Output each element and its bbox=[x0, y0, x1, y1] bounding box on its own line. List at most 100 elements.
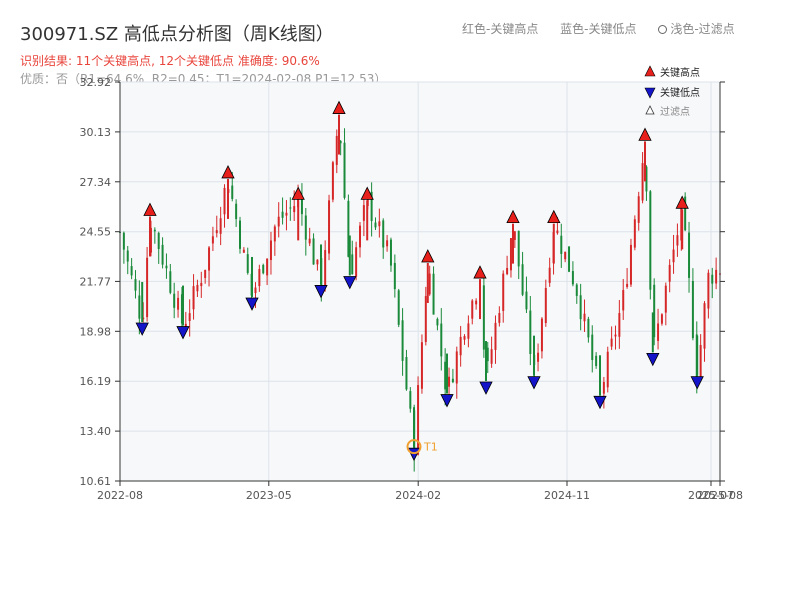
candle-body bbox=[262, 264, 265, 274]
candle-body bbox=[122, 232, 125, 250]
candle-body bbox=[351, 254, 354, 275]
candle-body bbox=[664, 285, 667, 313]
candle-body bbox=[200, 282, 203, 287]
candle-body bbox=[157, 232, 160, 249]
key-low-marker bbox=[527, 376, 541, 390]
candle-body bbox=[448, 376, 451, 387]
legend-high-icon bbox=[644, 65, 656, 77]
key-high-marker bbox=[506, 209, 520, 224]
candle-body bbox=[645, 166, 648, 192]
candle-body bbox=[506, 267, 509, 275]
key-low-marker bbox=[343, 276, 357, 290]
candle-body bbox=[436, 318, 439, 326]
candle-body bbox=[502, 273, 505, 311]
candle-body bbox=[428, 273, 431, 295]
candle-body bbox=[486, 347, 489, 362]
candle-body bbox=[389, 239, 392, 266]
candle-body bbox=[595, 355, 598, 367]
legend-filtered-group: 浅色-过滤点 bbox=[658, 22, 752, 36]
candle-body bbox=[513, 231, 516, 240]
candle-body bbox=[281, 211, 284, 218]
y-tick-label: 13.40 bbox=[80, 425, 112, 438]
candle-body bbox=[579, 295, 582, 320]
candle-body bbox=[633, 219, 636, 248]
candle-body bbox=[180, 294, 183, 324]
y-tick-label: 24.55 bbox=[80, 226, 112, 239]
candle-body bbox=[138, 295, 141, 319]
candle-body bbox=[231, 185, 234, 199]
candle-body bbox=[386, 240, 389, 247]
candle-body bbox=[339, 141, 342, 144]
candle-body bbox=[277, 216, 280, 227]
candle-body bbox=[653, 284, 656, 338]
axes: 10.61 13.40 16.19 18.98 21.77 24.55 27.34 30.13… bbox=[80, 76, 743, 502]
candle-body bbox=[517, 230, 520, 267]
candle-body bbox=[289, 207, 292, 209]
candle-body bbox=[359, 225, 361, 248]
key-high-marker bbox=[291, 186, 305, 200]
candle-body bbox=[525, 291, 528, 310]
candle-body bbox=[498, 313, 501, 323]
candle-body bbox=[459, 336, 462, 356]
candle-body bbox=[575, 284, 578, 296]
candle-body bbox=[269, 240, 272, 261]
candle-body bbox=[401, 320, 404, 361]
candle-body bbox=[629, 244, 632, 285]
key-high-marker bbox=[143, 202, 157, 216]
key-high-marker bbox=[360, 186, 374, 200]
candle-body bbox=[560, 235, 563, 254]
key-low-marker bbox=[135, 322, 149, 336]
candle-body bbox=[335, 135, 338, 165]
x-tick-label: 2022-08 bbox=[97, 489, 143, 502]
key-low-marker bbox=[314, 285, 328, 299]
header-legend: 红色-关键高点 蓝色-关键低点 浅色-过滤点 bbox=[462, 20, 771, 37]
key-high-marker bbox=[221, 165, 235, 179]
candle-body bbox=[246, 254, 249, 273]
candle-body bbox=[153, 229, 156, 232]
candle-body bbox=[602, 381, 605, 394]
candle-body bbox=[556, 230, 559, 234]
candle-body bbox=[223, 187, 226, 215]
candle-body bbox=[684, 196, 687, 231]
candle-body bbox=[544, 288, 547, 324]
candle-body bbox=[219, 218, 222, 234]
candle-body bbox=[409, 391, 412, 409]
candle-body bbox=[482, 285, 485, 350]
candle-body bbox=[440, 323, 443, 357]
candle-body bbox=[591, 334, 594, 361]
candle-body bbox=[583, 313, 586, 322]
candle-body bbox=[285, 212, 288, 216]
x-tick-label: 2023-05 bbox=[246, 489, 292, 502]
candle-body bbox=[165, 265, 168, 269]
candle-body bbox=[142, 317, 145, 320]
candle-body bbox=[471, 300, 474, 319]
candle-body bbox=[266, 258, 269, 276]
candle-body bbox=[657, 323, 660, 341]
candle-body bbox=[614, 334, 617, 337]
candle-body bbox=[548, 267, 551, 283]
key-low-marker bbox=[407, 447, 421, 462]
candle-body bbox=[239, 220, 241, 249]
x-tick-label: 2025-08 bbox=[697, 489, 743, 502]
candle-body bbox=[672, 249, 675, 263]
candle-body bbox=[192, 286, 195, 310]
candle-body bbox=[529, 310, 532, 355]
candle-body bbox=[618, 313, 621, 337]
y-tick-label: 18.98 bbox=[80, 325, 112, 338]
legend-low-icon bbox=[644, 87, 656, 99]
candle-body bbox=[300, 197, 303, 215]
candle-body bbox=[355, 247, 358, 277]
key-high-marker bbox=[638, 127, 652, 141]
key-low-marker bbox=[479, 381, 493, 395]
candle-body bbox=[258, 269, 261, 287]
candle-body bbox=[688, 232, 691, 278]
candle-body bbox=[637, 196, 640, 223]
candle-body bbox=[184, 323, 187, 327]
y-tick-label: 21.77 bbox=[80, 275, 112, 288]
candle-body bbox=[424, 296, 427, 342]
candle-body bbox=[324, 250, 327, 286]
candle-body bbox=[451, 378, 454, 383]
candle-body bbox=[293, 206, 296, 213]
legend-high-label: 关键高点 bbox=[660, 66, 700, 79]
legend-high-text: 红色-关键高点 bbox=[462, 22, 539, 36]
